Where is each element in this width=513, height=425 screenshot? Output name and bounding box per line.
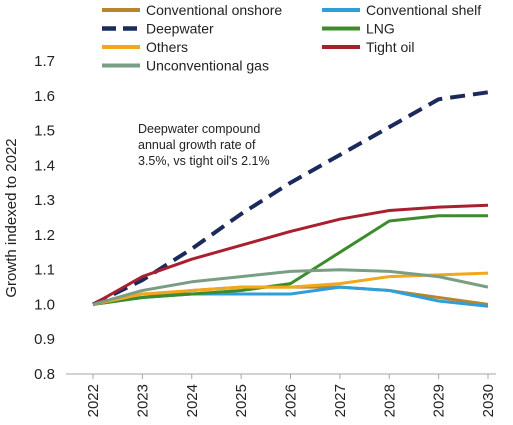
y-tick-label: 0.8 [34,366,55,383]
plot-area [92,90,489,308]
legend-label-lng: LNG [366,21,395,37]
y-tick-label: 0.9 [34,331,55,348]
x-tick-label: 2024 [184,384,201,417]
y-tick-label: 1.3 [34,192,55,209]
y-axis: 0.8 0.9 1.0 1.1 1.2 1.3 1.4 1.5 1.6 1.7 [34,53,55,383]
y-axis-label: Growth indexed to 2022 [3,138,20,297]
y-tick-label: 1.6 [34,88,55,105]
legend-label-tight-oil: Tight oil [366,39,415,55]
y-tick-label: 1.5 [34,123,55,140]
x-tick-label: 2030 [480,384,497,417]
y-tick-label: 1.4 [34,157,55,174]
y-tick-label: 1.1 [34,262,55,279]
legend-label-unconventional-gas: Unconventional gas [146,58,269,74]
x-axis: 2022 2023 2024 2025 2026 2027 2028 2029 2030 [66,373,497,417]
y-tick-label: 1.2 [34,227,55,244]
legend-label-deepwater: Deepwater [146,21,214,37]
annotation-line: 3.5%, vs tight oil's 2.1% [138,154,270,168]
legend-label-others: Others [146,39,188,55]
x-tick-label: 2022 [85,384,102,417]
x-tick-label: 2025 [233,384,250,417]
x-tick-label: 2026 [283,384,300,417]
legend: Conventional onshore Conventional shelf De… [102,2,481,74]
y-tick-label: 1.7 [34,53,55,70]
annotation: Deepwater compound annual growth rate of 3… [138,122,270,168]
annotation-line: Deepwater compound [138,122,260,136]
x-tick-label: 2029 [431,384,448,417]
x-tick-label: 2028 [381,384,398,417]
series-line-lng [92,214,488,306]
x-tick-label: 2027 [332,384,349,417]
y-tick-label: 1.0 [34,296,55,313]
legend-label-conventional-shelf: Conventional shelf [366,2,481,18]
legend-label-conventional-onshore: Conventional onshore [146,2,282,18]
x-tick-label: 2023 [134,384,151,417]
series-line-unconventional-gas [92,268,489,306]
annotation-line: annual growth rate of [138,138,256,152]
series-line-tight-oil [92,203,489,306]
